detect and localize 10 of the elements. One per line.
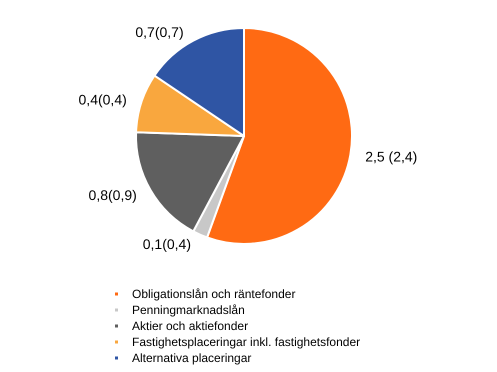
- legend-label: Alternativa placeringar: [132, 351, 252, 365]
- data-label: 0,7(0,7): [135, 24, 184, 40]
- data-label: 0,1(0,4): [142, 236, 192, 252]
- data-label: 2,5 (2,4): [365, 148, 418, 164]
- legend-label: Fastighetsplaceringar inkl. fastighetsfonder: [132, 335, 360, 349]
- legend-label: Penningmarknadslån: [132, 303, 245, 317]
- legend-label: Obligationslån och räntefonder: [132, 287, 296, 301]
- data-label: 0,4(0,4): [78, 92, 127, 108]
- legend-label: Aktier och aktiefonder: [132, 319, 248, 333]
- data-label: 0,8(0,9): [88, 187, 137, 203]
